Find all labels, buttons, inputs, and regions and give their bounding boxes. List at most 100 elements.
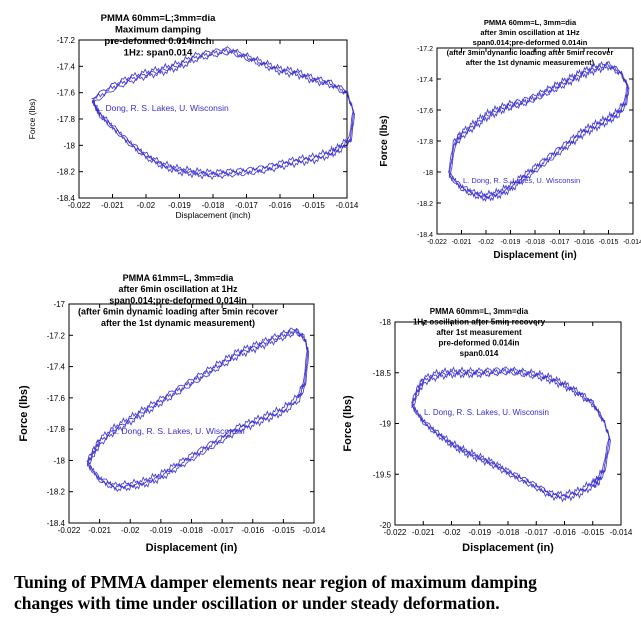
x-tick-label: -0.014 (623, 239, 641, 246)
y-tick-label: -17.6 (47, 394, 66, 403)
chart-title-line: after the 1st dynamic measurement) (101, 318, 255, 328)
data-trace-lower-branch (87, 351, 310, 493)
x-axis-label: Displacement (in) (146, 542, 238, 554)
caption-line-2: changes with time under oscillation or u… (14, 593, 500, 613)
y-tick-label: -17.2 (47, 331, 66, 340)
y-tick-label: -17.8 (417, 139, 433, 146)
chart-title-line: span0.014 (460, 349, 499, 358)
x-tick-label: -0.018 (497, 528, 520, 537)
chart-title-line: after the 1st dynamic measurement) (466, 58, 595, 67)
y-tick-label: -18 (63, 141, 75, 150)
y-axis-label: Force (lbs) (18, 385, 30, 442)
chart-title-line: after 6min oscillation at 1Hz (118, 284, 238, 294)
x-tick-label: -0.022 (384, 528, 407, 537)
y-tick-label: -18.4 (417, 232, 433, 239)
y-tick-label: -18.2 (47, 488, 66, 497)
x-tick-label: -0.019 (501, 239, 521, 246)
data-trace-lower-branch (411, 404, 611, 503)
data-trace-upper-branch (91, 47, 355, 113)
chart-title-line: 1Hz: span0.014 (124, 48, 193, 59)
y-tick-label: -17.2 (417, 46, 433, 53)
x-tick-label: -0.02 (442, 528, 461, 537)
credit-annotation: L. Dong, R. S. Lakes, U. Wisconsin (112, 426, 245, 436)
y-tick-label: -20 (379, 521, 391, 530)
x-tick-label: -0.016 (241, 526, 264, 535)
x-tick-label: -0.015 (272, 526, 295, 535)
y-axis-label: Force (lbs) (342, 395, 354, 452)
x-tick-label: -0.016 (574, 239, 594, 246)
y-tick-label: -17.6 (417, 108, 433, 115)
chart-title-line: span0.014;pre-deformed 0.014in (473, 38, 588, 47)
x-tick-label: -0.018 (180, 526, 203, 535)
data-trace-lower-branch (448, 87, 630, 202)
data-trace-upper-branch (411, 366, 611, 439)
y-tick-label: -17.4 (417, 77, 433, 84)
x-tick-label: -0.016 (269, 201, 292, 210)
chart-title-line: Maximum damping (115, 25, 201, 36)
y-tick-label: -17.6 (57, 89, 76, 98)
data-trace-upper-branch (449, 64, 629, 176)
plot-frame (78, 39, 348, 199)
x-tick-label: -0.019 (468, 528, 491, 537)
x-tick-label: -0.02 (121, 526, 140, 535)
x-tick-label: -0.015 (599, 239, 619, 246)
x-tick-label: -0.017 (525, 528, 548, 537)
x-tick-label: -0.017 (211, 526, 234, 535)
x-tick-label: -0.015 (302, 201, 325, 210)
x-tick-label: -0.014 (303, 526, 326, 535)
x-axis-label: Displacement (inch) (175, 210, 250, 220)
credit-annotation: L. Dong, R. S. Lakes, U. Wisconsin (424, 408, 549, 417)
chart-title-line: (after 3min dynamic loading after 5min r… (447, 48, 614, 57)
x-tick-label: -0.017 (235, 201, 258, 210)
y-tick-label: -17.8 (57, 115, 76, 124)
y-tick-label: -18 (53, 456, 65, 465)
x-tick-label: -0.018 (202, 201, 225, 210)
data-trace-upper-branch (86, 328, 309, 467)
data-trace-upper-branch (411, 367, 611, 439)
x-tick-label: -0.021 (88, 526, 111, 535)
y-tick-label: -17.4 (47, 363, 66, 372)
y-tick-label: -18.2 (417, 201, 433, 208)
y-tick-label: -17 (53, 300, 65, 309)
data-trace-lower-branch (87, 350, 309, 492)
chart-title-line: span0.014;pre-deformed 0.014in (109, 295, 247, 305)
y-tick-label: -19.5 (373, 470, 392, 479)
x-tick-label: -0.017 (550, 239, 570, 246)
y-tick-label: -17.8 (47, 425, 66, 434)
y-tick-label: -18 (423, 170, 433, 177)
data-trace-lower-branch (411, 403, 610, 498)
x-axis-label: Displacement (in) (462, 542, 554, 554)
caption-line-1: Tuning of PMMA damper elements near regi… (14, 572, 537, 592)
x-tick-label: -0.02 (478, 239, 494, 246)
chart-title-line: (after 6min dynamic loading after 5min r… (78, 307, 279, 317)
y-axis-label: Force (lbs) (379, 115, 390, 166)
y-axis-label: Force (lbs) (27, 99, 37, 140)
chart-title-line: PMMA 60mm=L;3mm=dia (101, 13, 216, 24)
chart-title-line: PMMA 60mm=L, 3mm=dia (430, 307, 529, 316)
figure-caption: Tuning of PMMA damper elements near regi… (14, 572, 634, 614)
x-tick-label: -0.022 (68, 201, 91, 210)
x-tick-label: -0.021 (412, 528, 435, 537)
x-tick-label: -0.018 (525, 239, 545, 246)
data-trace-upper-branch (93, 51, 355, 114)
x-tick-label: -0.016 (553, 528, 576, 537)
x-tick-label: -0.015 (581, 528, 604, 537)
y-tick-label: -18.5 (373, 369, 392, 378)
chart-title-line: PMMA 60mm=L, 3mm=dia (484, 18, 577, 27)
chart-title-line: after 3min oscillation at 1Hz (480, 28, 579, 37)
y-tick-label: -18.2 (57, 168, 76, 177)
data-trace-upper-branch (87, 331, 310, 465)
chart-title-line: pre-deformed 0.014inch (104, 36, 211, 47)
y-tick-label: -17.2 (57, 36, 76, 45)
y-tick-label: -19 (379, 420, 391, 429)
data-trace-lower-branch (411, 404, 611, 499)
x-tick-label: -0.014 (610, 528, 633, 537)
data-trace-upper-branch (412, 370, 611, 441)
credit-annotation: L. Dong, R. S. Lakes, U. Wisconsin (463, 176, 580, 185)
data-trace-upper-branch (86, 327, 309, 463)
y-tick-label: -18.4 (47, 519, 66, 528)
